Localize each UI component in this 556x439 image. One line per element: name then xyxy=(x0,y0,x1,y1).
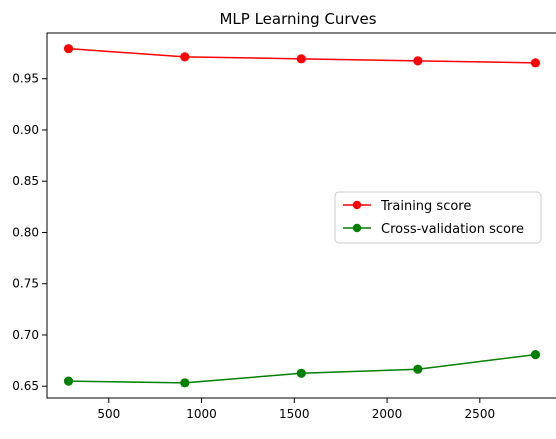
series-1-point-4 xyxy=(530,350,541,360)
y-tick-label: 0.65 xyxy=(12,379,39,393)
series-0-point-2 xyxy=(296,54,306,64)
y-axis-ticks: 0.65 0.70 0.75 0.80 0.85 0.90 0.95 xyxy=(12,72,47,393)
legend-training-marker xyxy=(352,200,362,210)
series-0-point-1 xyxy=(180,52,190,62)
y-tick-label: 0.70 xyxy=(12,328,39,342)
y-tick-label: 0.75 xyxy=(12,277,39,291)
y-tick-label: 0.95 xyxy=(12,72,39,86)
series-line-1 xyxy=(68,353,536,384)
chart-title: MLP Learning Curves xyxy=(219,10,376,28)
x-tick-label: 500 xyxy=(97,407,120,421)
series-1-point-1 xyxy=(180,378,190,388)
series-0-point-0 xyxy=(63,44,74,54)
series-1-point-0 xyxy=(63,376,74,386)
y-tick-label: 0.90 xyxy=(12,123,39,137)
x-axis-ticks: 500 1000 1500 2000 2500 xyxy=(97,398,495,421)
legend-training-label: Training score xyxy=(380,199,471,214)
legend: Training score Cross-validation score xyxy=(334,191,542,244)
x-tick-label: 2000 xyxy=(372,407,403,421)
y-tick-label: 0.80 xyxy=(12,225,39,239)
series-1-point-2 xyxy=(296,368,306,378)
legend-cv-label: Cross-validation score xyxy=(381,222,524,237)
series-1-point-3 xyxy=(413,364,423,374)
y-tick-label: 0.85 xyxy=(12,174,39,188)
series-0-point-3 xyxy=(413,56,423,66)
series-0-point-4 xyxy=(530,58,541,68)
x-tick-label: 1000 xyxy=(186,407,217,421)
series-layer xyxy=(63,44,541,388)
x-tick-label: 1500 xyxy=(279,407,310,421)
x-tick-label: 2500 xyxy=(465,407,496,421)
plot-frame xyxy=(46,32,556,399)
legend-cv-marker xyxy=(352,223,362,233)
legend-box xyxy=(334,191,542,244)
